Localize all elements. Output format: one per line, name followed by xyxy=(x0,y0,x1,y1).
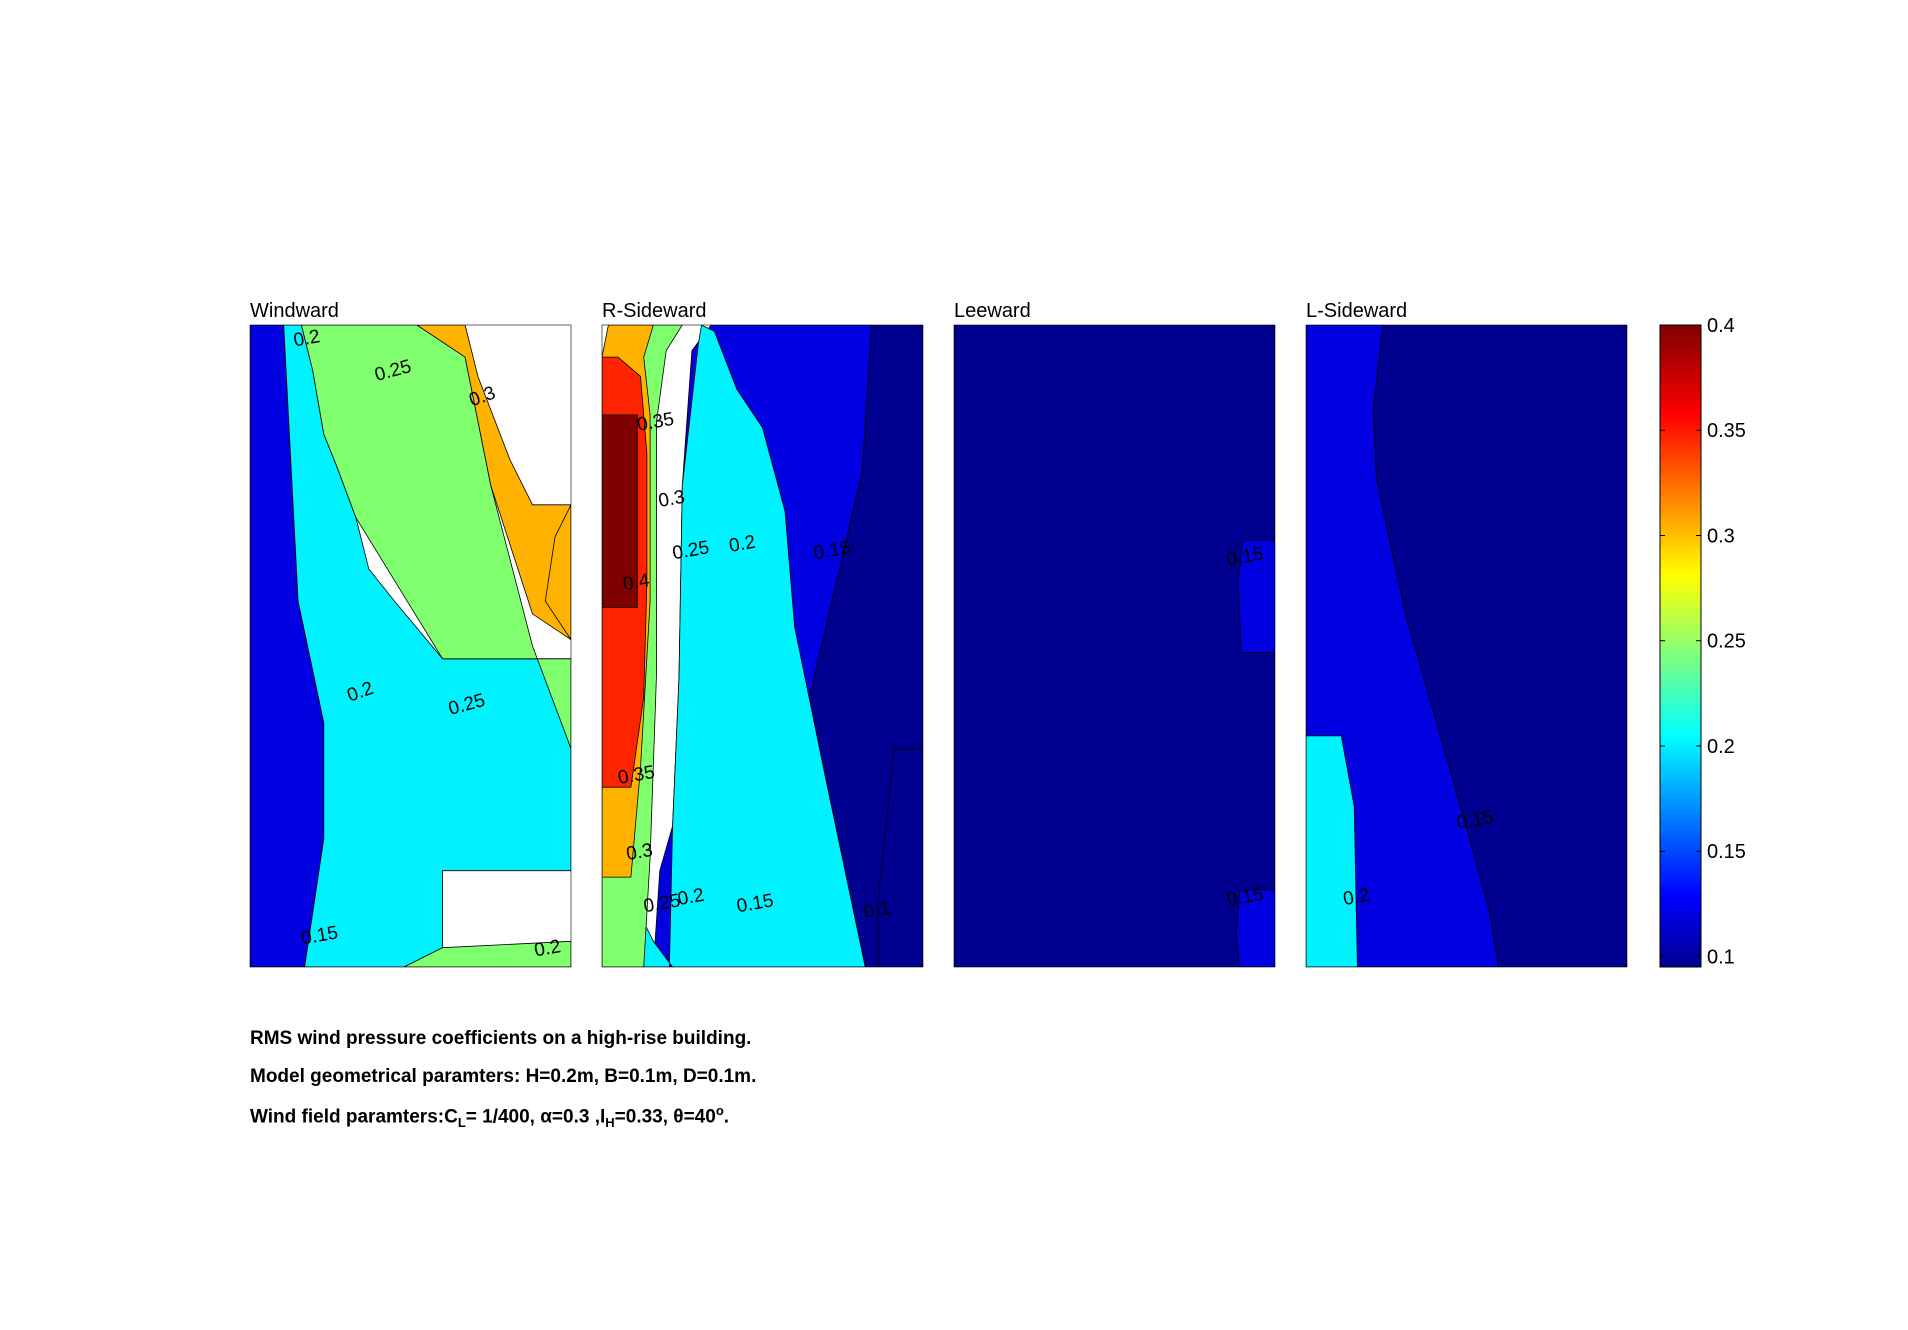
colorbar-tick-label: 0.3 xyxy=(1707,525,1735,547)
contour-regions xyxy=(1306,325,1627,967)
contour-label: 0.4 xyxy=(622,570,652,595)
caption-line-3: Wind field paramters:CL= 1/400, α=0.3 ,I… xyxy=(250,1103,729,1130)
contour-region xyxy=(1237,539,1275,653)
caption-line-2: Model geometrical paramters: H=0.2m, B=0… xyxy=(250,1066,757,1087)
contour-label: 0.2 xyxy=(727,532,757,557)
colorbar-tick-label: 0.15 xyxy=(1707,841,1746,863)
contour-region xyxy=(1306,735,1358,967)
panel-title: Windward xyxy=(250,300,339,322)
caption-line-3-mid-1: = 1/400, α=0.3 ,I xyxy=(465,1106,606,1128)
contour-regions xyxy=(954,325,1275,967)
contour-region xyxy=(627,325,866,967)
contour-region xyxy=(416,325,571,641)
colorbar-ticks: 0.4 0.35 0.3 0.25 0.2 0.15 0.1 xyxy=(1660,315,1746,968)
contour-label: 0.2 xyxy=(533,936,563,961)
contour-region xyxy=(877,748,923,967)
colorbar: 0.4 0.35 0.3 0.25 0.2 0.15 0.1 xyxy=(1659,315,1746,968)
contour-region xyxy=(403,940,571,967)
caption-line-3-prefix: Wind field paramters:C xyxy=(250,1106,458,1128)
caption-line-3-end: . xyxy=(723,1106,730,1128)
panel-title: Leeward xyxy=(954,300,1031,322)
contour-regions xyxy=(250,325,571,967)
colorbar-tick-label: 0.25 xyxy=(1707,631,1746,653)
contour-label: 0.3 xyxy=(625,840,655,865)
caption-line-3-degree: o xyxy=(715,1103,724,1118)
contour-label: 0.2 xyxy=(676,885,706,910)
caption-line-3-sub-l: L xyxy=(457,1115,466,1131)
colorbar-tick-label: 0.1 xyxy=(1707,946,1735,968)
contour-region xyxy=(544,504,571,641)
colorbar-tick-label: 0.4 xyxy=(1707,315,1735,337)
colorbar-tick-label: 0.35 xyxy=(1707,420,1746,442)
panel-frame xyxy=(1305,324,1628,968)
contour-region xyxy=(1372,325,1627,967)
contour-region xyxy=(954,325,1275,967)
colorbar-gradient xyxy=(1659,324,1702,968)
contour-region xyxy=(300,325,571,813)
caption-line-3-sub-h: H xyxy=(605,1115,615,1131)
panel-frame xyxy=(601,324,924,968)
panel-frame xyxy=(953,324,1276,968)
colorbar-tick-label: 0.2 xyxy=(1707,736,1735,758)
contour-region xyxy=(1236,889,1275,967)
contour-label: 0.2 xyxy=(292,326,322,351)
panel-title: L-Sideward xyxy=(1306,300,1407,322)
contour-label: 0.1 xyxy=(862,898,892,923)
contour-label: 0.3 xyxy=(657,487,687,512)
panel-frame xyxy=(249,324,572,968)
caption-line-3-mid-2: =0.33, θ=40 xyxy=(614,1106,716,1128)
panel-title: R-Sideward xyxy=(602,300,706,322)
contour-region xyxy=(602,414,638,608)
contour-regions xyxy=(602,325,923,967)
contour-label: 0.2 xyxy=(1342,885,1372,910)
caption-line-1: RMS wind pressure coefficients on a high… xyxy=(250,1028,752,1049)
